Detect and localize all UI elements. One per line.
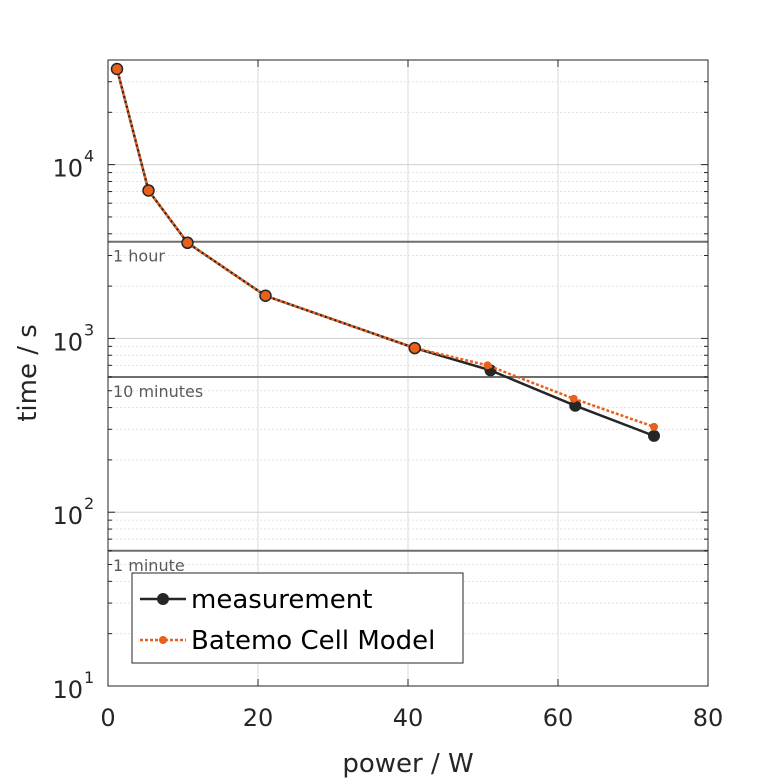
y-tick-label-base: 10	[52, 502, 83, 530]
legend-swatch-marker	[159, 636, 167, 644]
data-point	[648, 429, 660, 442]
overlap-point	[408, 341, 421, 355]
legend-entry: measurement	[140, 585, 372, 615]
series-line	[115, 68, 655, 438]
overlap-point	[110, 62, 124, 76]
data-point	[569, 399, 582, 412]
y-tick-label: 10 1	[52, 668, 94, 704]
legend-box	[131, 572, 464, 664]
y-tick-label-base: 10	[52, 155, 83, 183]
y-axis-label: time / s	[13, 324, 43, 422]
series-layer	[110, 62, 660, 442]
overlap-point	[259, 289, 272, 303]
legend-entry: Batemo Cell Model	[140, 626, 435, 656]
y-tick-label: 10 4	[52, 147, 94, 183]
overlap-point	[181, 236, 194, 250]
x-tick-label: 40	[393, 704, 424, 732]
x-tick-label: 60	[543, 704, 574, 732]
overlap-markers	[110, 62, 421, 355]
reference-line-label: 1 hour	[113, 247, 165, 266]
y-tick-label: 10 3	[52, 320, 94, 356]
y-tick-label: 10 2	[52, 494, 94, 530]
x-tick-label: 20	[243, 704, 274, 732]
x-axis-label: power / W	[342, 749, 473, 779]
series-line	[115, 68, 655, 428]
y-tick-label-exponent: 1	[84, 668, 94, 687]
overlap-point	[142, 184, 155, 197]
y-tick-label-exponent: 4	[84, 147, 94, 166]
x-tick-label: 80	[693, 704, 724, 732]
x-tick-label: 0	[100, 704, 115, 732]
legend-label: measurement	[191, 585, 372, 615]
data-point	[569, 394, 578, 403]
reference-lines: 1 hour 10 minutes 1 minute	[108, 240, 708, 575]
reference-line-label: 1 minute	[113, 556, 185, 575]
legend: measurement Batemo Cell Model	[131, 572, 464, 664]
data-point	[483, 361, 492, 370]
y-tick-label-base: 10	[52, 328, 83, 356]
y-tick-label-exponent: 2	[84, 494, 94, 513]
legend-swatch-marker	[157, 593, 169, 605]
data-point	[650, 422, 658, 431]
y-tick-label-base: 10	[52, 676, 83, 704]
reference-line-label: 10 minutes	[113, 382, 203, 401]
legend-label: Batemo Cell Model	[191, 626, 435, 656]
y-tick-label-exponent: 3	[84, 320, 94, 339]
